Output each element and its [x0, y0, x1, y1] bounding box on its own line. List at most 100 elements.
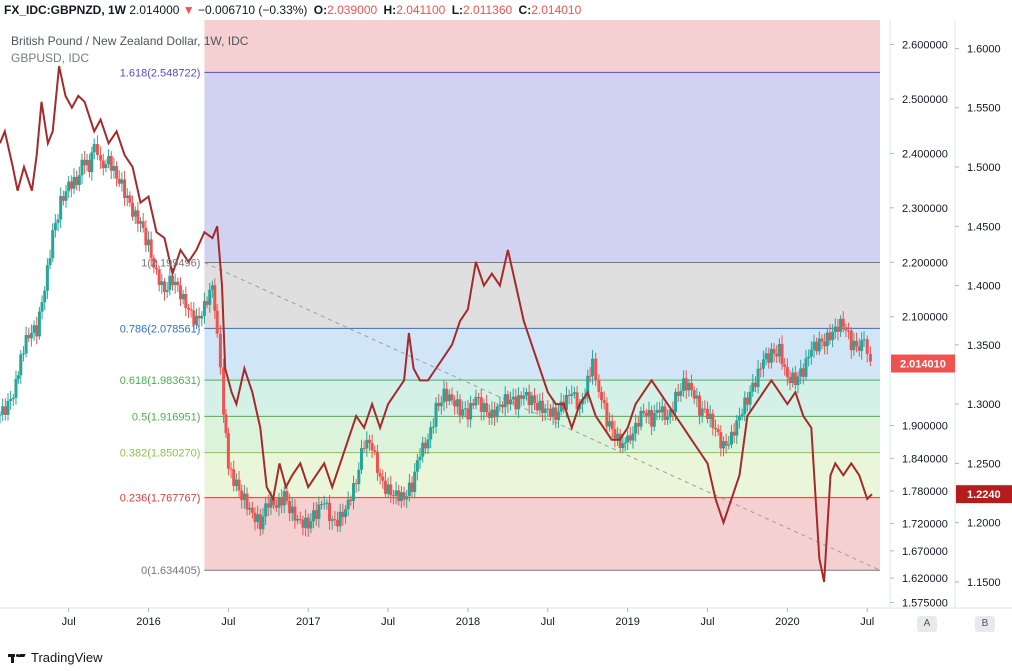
- candle-body: [344, 509, 348, 518]
- candle-body: [1, 406, 5, 415]
- candle-body: [501, 404, 505, 408]
- candle-body: [181, 293, 185, 300]
- fib-band-1: [204, 262, 880, 329]
- time-label: 2020: [775, 616, 799, 628]
- time-label: Jul: [62, 616, 76, 628]
- compare-line-path: [0, 65, 873, 583]
- candle-body: [613, 429, 617, 439]
- candle-body: [21, 353, 25, 355]
- candle-body: [559, 401, 563, 412]
- symbol-name[interactable]: FX_IDC:GBPNZD, 1W: [4, 3, 127, 17]
- candle-body: [469, 402, 473, 420]
- candle-body: [123, 179, 127, 199]
- candle-body: [626, 435, 630, 443]
- candle-body: [759, 368, 763, 370]
- candle-body: [72, 176, 76, 189]
- candle-body: [618, 433, 622, 449]
- candle-body: [522, 395, 526, 399]
- axis-b-label: 1.1500: [967, 577, 1001, 589]
- candle-body: [27, 334, 31, 339]
- candle-body: [621, 443, 625, 449]
- candle-body: [527, 391, 531, 406]
- tradingview-logo-icon: [8, 652, 26, 664]
- candle-body: [740, 414, 744, 417]
- candle-body: [415, 460, 419, 472]
- candle-body: [147, 239, 151, 246]
- low-label: L:: [451, 3, 464, 17]
- candle-body: [386, 484, 390, 494]
- fib-bands: [204, 20, 880, 571]
- candle-body: [328, 502, 332, 522]
- fib-label-2: 0.786(2.078561): [120, 323, 201, 335]
- candle-body: [567, 394, 571, 396]
- candle-body: [237, 479, 241, 491]
- candle-body: [588, 375, 592, 377]
- candle-body: [429, 427, 433, 440]
- candle-body: [144, 227, 148, 246]
- axis-b-label: 1.3500: [967, 340, 1001, 352]
- scale-button-a[interactable]: A: [917, 616, 937, 632]
- candle-body: [713, 427, 717, 430]
- candle-body: [359, 448, 363, 470]
- price-chart[interactable]: 1.618(2.548722) 1(2.199496) 0.786(2.078561…: [0, 20, 1012, 640]
- candle-body: [841, 318, 845, 328]
- candle-body: [296, 518, 300, 521]
- high-label: H:: [383, 3, 397, 17]
- brand-name[interactable]: TradingView: [31, 650, 103, 665]
- candle-body: [698, 395, 702, 416]
- candle-body: [14, 378, 18, 398]
- time-label: 2017: [296, 616, 320, 628]
- candle-body: [197, 315, 201, 319]
- candle-body: [674, 391, 678, 413]
- candle-body: [847, 330, 851, 332]
- candle-body: [769, 348, 773, 363]
- candle-body: [655, 409, 659, 414]
- candle-body: [727, 444, 731, 446]
- candle-body: [248, 507, 252, 510]
- time-label: Jul: [221, 616, 235, 628]
- candle-body: [636, 422, 640, 427]
- candle-body: [272, 498, 276, 506]
- candle-body: [77, 175, 81, 186]
- axis-b-label: 1.5000: [967, 162, 1001, 174]
- candle-body: [546, 408, 550, 410]
- candle-body: [186, 307, 190, 310]
- candle-body: [777, 343, 781, 357]
- candle-body: [780, 343, 784, 365]
- axis-a-label: 2.300000: [902, 203, 948, 215]
- axis-b-label: 1.4500: [967, 221, 1001, 233]
- candle-body: [767, 353, 771, 363]
- close-value: 2.014010: [531, 3, 582, 17]
- candle-body: [594, 358, 598, 381]
- candle-body: [817, 338, 821, 352]
- candle-body: [407, 482, 411, 497]
- candle-body: [274, 505, 278, 508]
- candle-body: [9, 399, 13, 401]
- candle-body: [35, 325, 39, 337]
- scale-button-b[interactable]: B: [975, 616, 995, 632]
- candle-body: [823, 341, 827, 347]
- fib-label-6: 0.236(1.767767): [120, 493, 201, 505]
- axis-b-label: 1.5500: [967, 103, 1001, 115]
- candle-body: [825, 332, 829, 347]
- last-price-label-a: 2.014010: [900, 359, 946, 371]
- candle-body: [367, 439, 371, 444]
- compare-line: [0, 65, 873, 583]
- fib-label-4: 0.5(1.916951): [132, 411, 201, 423]
- candle-body: [855, 340, 859, 347]
- candle-body: [258, 514, 262, 530]
- candle-body: [745, 397, 749, 405]
- candle-body: [322, 503, 326, 505]
- candle-body: [69, 181, 73, 189]
- candle-body: [471, 402, 475, 406]
- candle-body: [136, 210, 140, 224]
- candle-body: [83, 159, 87, 166]
- candle-body: [623, 442, 627, 444]
- axis-a-label: 1.720000: [902, 519, 948, 531]
- candle-body: [548, 408, 552, 417]
- candle-body: [525, 391, 529, 396]
- candle-body: [32, 325, 36, 333]
- candle-body: [413, 471, 417, 493]
- candle-body: [75, 176, 79, 186]
- fib-label-5: 0.382(1.850270): [120, 448, 201, 460]
